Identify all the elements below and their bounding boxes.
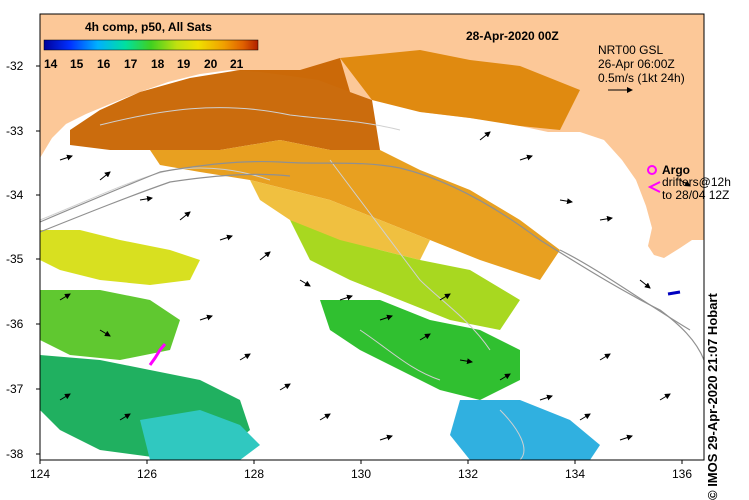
bathymetry-lines (39, 160, 705, 361)
drifter-marker-icon (647, 181, 661, 193)
x-tick-label: 130 (351, 467, 371, 481)
side-credit: © IMOS 29-Apr-2020 21:07 Hobart (705, 293, 720, 500)
velocity-legend: NRT00 GSL 26-Apr 06:00Z 0.5m/s (1kt 24h) (598, 43, 685, 93)
argo-track (148, 343, 167, 366)
colorbar-tick: 16 (97, 57, 111, 71)
y-axis: -32 -33 -34 -35 -36 -37 -38 (6, 59, 40, 461)
argo-marker-icon (647, 165, 657, 175)
colorbar: 4h comp, p50, All Sats 14 15 16 17 18 19… (43, 20, 259, 71)
y-tick-label: -37 (6, 382, 24, 396)
x-tick-label: 126 (137, 467, 157, 481)
x-tick-label: 134 (565, 467, 585, 481)
velocity-arrows (59, 131, 691, 441)
colorbar-tick: 18 (151, 57, 165, 71)
velocity-legend-line3: 0.5m/s (1kt 24h) (598, 71, 685, 85)
colorbar-tick: 19 (177, 57, 191, 71)
colorbar-tick: 21 (230, 57, 244, 71)
x-tick-label: 132 (458, 467, 478, 481)
y-tick-label: -32 (6, 59, 24, 73)
colorbar-gradient (43, 39, 259, 51)
velocity-legend-line1: NRT00 GSL (598, 43, 663, 57)
y-tick-label: -34 (6, 188, 24, 202)
x-tick-label: 136 (672, 467, 692, 481)
x-axis: 124 126 128 130 132 134 136 (30, 460, 692, 481)
argo-label: Argo (662, 163, 690, 177)
map-title: 4h comp, p50, All Sats (85, 20, 212, 34)
drifters-to-label: to 28/04 12Z (662, 188, 729, 202)
x-tick-label: 128 (244, 467, 264, 481)
argo-legend: Argo drifters@12h to 28/04 12Z (647, 163, 731, 202)
colorbar-tick: 20 (204, 57, 218, 71)
velocity-legend-line2: 26-Apr 06:00Z (598, 57, 675, 71)
y-tick-label: -36 (6, 317, 24, 331)
plot-frame (39, 13, 705, 461)
drifter-track (667, 290, 681, 296)
y-tick-label: -35 (6, 252, 24, 266)
x-tick-label: 124 (30, 467, 50, 481)
colorbar-tick: 17 (124, 57, 138, 71)
colorbar-tick: 14 (44, 57, 58, 71)
y-tick-label: -33 (6, 124, 24, 138)
colorbar-tick: 15 (70, 57, 84, 71)
map-date: 28-Apr-2020 00Z (466, 29, 559, 43)
y-tick-label: -38 (6, 447, 24, 461)
drifters-label: drifters@12h (662, 175, 731, 189)
sst-field (40, 50, 600, 460)
